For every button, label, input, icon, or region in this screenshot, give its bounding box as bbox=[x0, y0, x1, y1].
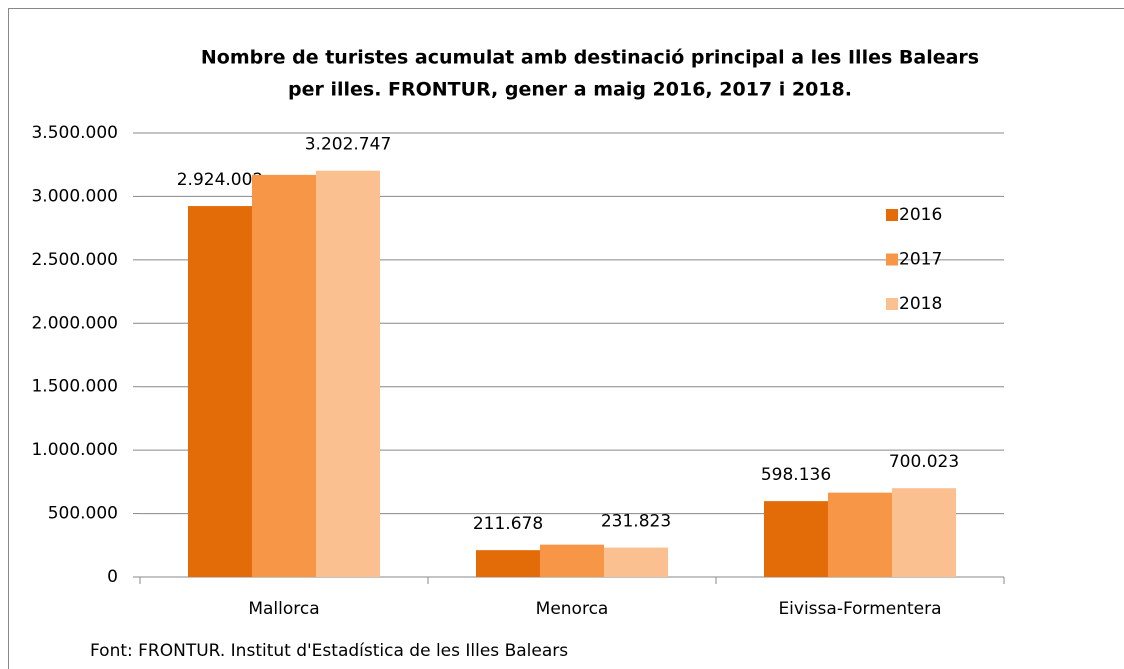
legend-swatch bbox=[886, 209, 898, 221]
bar bbox=[892, 488, 956, 577]
data-label: 211.678 bbox=[473, 514, 543, 534]
y-tick-label: 0 bbox=[107, 567, 118, 587]
bar bbox=[604, 547, 668, 577]
legend-swatch bbox=[886, 253, 898, 266]
source-note: Font: FRONTUR. Institut d'Estadística de… bbox=[90, 641, 568, 661]
y-tick-label: 500.000 bbox=[48, 504, 118, 524]
y-tick-label: 3.000.000 bbox=[31, 186, 118, 206]
y-tick-label: 2.000.000 bbox=[31, 313, 118, 333]
bar bbox=[252, 174, 316, 577]
x-tick-label: Eivissa-Formentera bbox=[778, 599, 941, 619]
bar bbox=[764, 501, 828, 577]
x-tick-label: Mallorca bbox=[248, 599, 319, 619]
data-label: 231.823 bbox=[601, 512, 671, 532]
y-tick-label: 1.000.000 bbox=[31, 440, 118, 460]
x-tick-label: Menorca bbox=[536, 599, 609, 619]
data-label: 700.023 bbox=[889, 452, 959, 472]
y-tick-label: 2.500.000 bbox=[31, 250, 118, 270]
legend-label: 2018 bbox=[899, 294, 942, 314]
bar bbox=[476, 550, 540, 577]
bar bbox=[316, 170, 380, 577]
data-label: 3.202.747 bbox=[305, 135, 392, 155]
legend-swatch bbox=[886, 298, 898, 310]
bar bbox=[828, 492, 892, 577]
data-label: 2.924.002 bbox=[177, 170, 264, 190]
bar bbox=[188, 206, 252, 577]
y-tick-label: 3.500.000 bbox=[31, 123, 118, 143]
legend-label: 2017 bbox=[899, 250, 942, 270]
chart-title: per illes. FRONTUR, gener a maig 2016, 2… bbox=[288, 79, 852, 101]
y-tick-label: 1.500.000 bbox=[31, 377, 118, 397]
chart-title: Nombre de turistes acumulat amb destinac… bbox=[201, 47, 979, 69]
data-label: 598.136 bbox=[761, 465, 831, 485]
legend-label: 2016 bbox=[899, 205, 942, 225]
bar bbox=[540, 544, 604, 577]
